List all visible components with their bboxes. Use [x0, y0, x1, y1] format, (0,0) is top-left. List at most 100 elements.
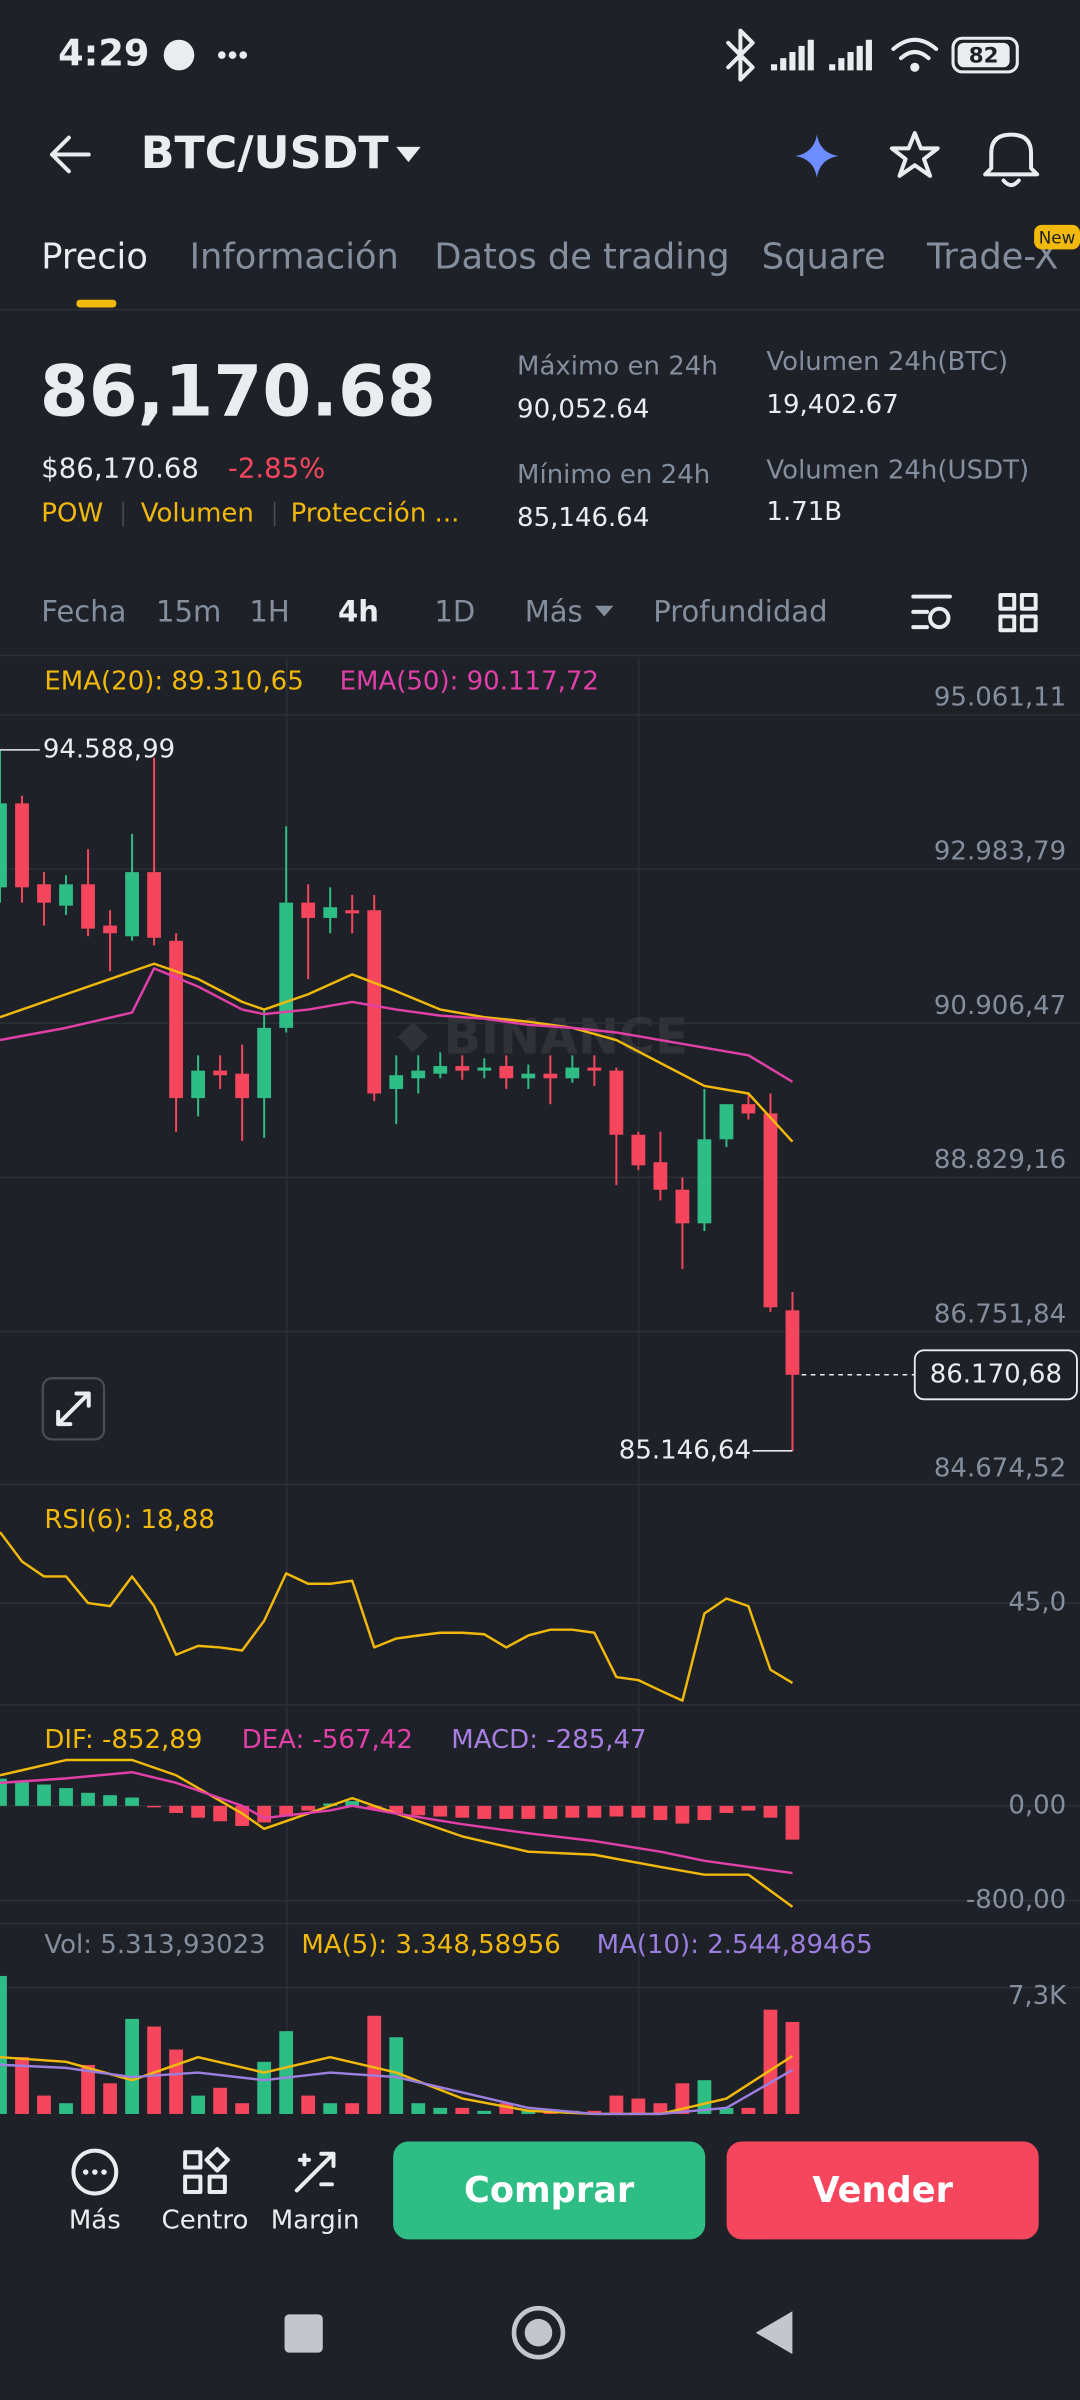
tab[interactable]: Precio: [41, 237, 148, 278]
center-icon[interactable]: [183, 2147, 230, 2194]
tag[interactable]: Protección ...: [291, 498, 460, 528]
indicator-line: [0, 2063, 794, 2116]
bar: [631, 1805, 646, 1818]
candle-body: [653, 1162, 668, 1190]
sell-label[interactable]: Vender: [812, 2170, 953, 2211]
indicator-line: [0, 967, 794, 1083]
tag-separator: [122, 501, 124, 527]
indicator-line: [0, 1531, 794, 1702]
price-panel: 95.061,11 92.983,79 90.906,47 88.829,16 86.7…: [0, 667, 1080, 1484]
bar: [653, 2103, 668, 2114]
bar: [389, 1805, 404, 1813]
more-icon[interactable]: [71, 2148, 119, 2196]
bar: [37, 2095, 51, 2114]
more-dropdown[interactable]: [595, 605, 614, 617]
interval[interactable]: 1D: [434, 594, 475, 628]
candle-body: [103, 925, 117, 934]
nav-back[interactable]: [755, 2311, 793, 2355]
action-label[interactable]: Más: [69, 2206, 121, 2236]
stat-value: 90,052.64: [517, 394, 649, 424]
bar: [345, 1801, 360, 1806]
fullscreen-icon: [56, 1391, 91, 1427]
bar: [169, 2049, 183, 2114]
bar: [103, 1795, 117, 1806]
bar: [697, 1805, 712, 1821]
fiat-price: $86,170.68: [41, 453, 199, 485]
bar: [345, 2103, 360, 2114]
more-icon-dot: [101, 2169, 107, 2175]
action-label[interactable]: Margin: [271, 2206, 360, 2236]
tag[interactable]: Volumen: [141, 498, 254, 528]
tab[interactable]: Datos de trading: [434, 237, 729, 278]
interval[interactable]: Profundidad: [653, 594, 827, 628]
bar: [323, 2103, 338, 2114]
tab-indicator: [76, 299, 117, 308]
bar: [147, 2026, 161, 2114]
pair-title[interactable]: BTC/USDT: [141, 128, 390, 179]
bar: [37, 1784, 51, 1806]
tab[interactable]: Square: [762, 237, 886, 278]
price-change: -2.85%: [228, 453, 325, 485]
buy-label[interactable]: Comprar: [464, 2170, 635, 2211]
candle-body: [697, 1139, 712, 1224]
bar: [675, 2083, 690, 2114]
status-dot: [217, 51, 226, 59]
y-tick-label: 86.751,84: [934, 1299, 1066, 1329]
candle-body: [543, 1073, 558, 1079]
bar: [785, 1805, 800, 1840]
bar: [235, 2103, 250, 2114]
tab[interactable]: Información: [190, 237, 399, 278]
y-tick-label: 84.674,52: [934, 1454, 1066, 1484]
bluetooth-icon: [726, 28, 755, 82]
back-button[interactable]: [50, 135, 91, 174]
favorite-button[interactable]: [889, 131, 940, 178]
signal-icon: [829, 39, 872, 71]
bar: [191, 2095, 206, 2114]
candle-body: [785, 1310, 800, 1375]
legend-entry: EMA(50): 90.117,72: [340, 667, 599, 697]
nav-home[interactable]: [511, 2305, 566, 2360]
indicator-settings[interactable]: [911, 594, 952, 630]
bar: [719, 1805, 734, 1813]
candle-body: [15, 803, 29, 888]
tag[interactable]: POW: [41, 498, 103, 528]
bar: [0, 1975, 7, 2114]
sell-button[interactable]: [726, 2141, 1039, 2240]
nav-home-dot: [524, 2318, 553, 2347]
rsi-panel: 45,0 RSI(6): 18,88: [0, 1505, 1080, 1702]
ai-button[interactable]: [795, 134, 839, 178]
y-tick-label: 7,3K: [1008, 1981, 1067, 2011]
interval[interactable]: Fecha: [41, 594, 126, 628]
bar: [279, 2031, 294, 2114]
stat-value: 19,402.67: [766, 390, 898, 420]
interval-active[interactable]: 4h: [338, 594, 379, 628]
y-tick-label: 88.829,16: [934, 1145, 1066, 1175]
candle-body: [147, 872, 161, 938]
layout-button[interactable]: [998, 593, 1038, 633]
indicator-line: [0, 1758, 794, 1908]
battery-level: [957, 42, 1010, 68]
alert-button[interactable]: [983, 132, 1040, 188]
pair-dropdown[interactable]: [396, 146, 421, 163]
interval[interactable]: Más: [525, 594, 583, 628]
bar: [521, 2110, 536, 2114]
y-tick-label: 45,0: [1008, 1588, 1066, 1618]
buy-button[interactable]: [393, 2141, 706, 2240]
bar: [389, 2037, 404, 2114]
interval[interactable]: 15m: [156, 594, 221, 628]
nav-recents[interactable]: [284, 2314, 323, 2353]
interval[interactable]: 1H: [249, 594, 289, 628]
candle-body: [763, 1113, 778, 1308]
candle-body: [257, 1027, 272, 1099]
stat-label: Volumen 24h(BTC): [766, 347, 1008, 377]
bar: [763, 1805, 778, 1818]
legend-entry: Vol: 5.313,93023: [44, 1930, 265, 1960]
action-label[interactable]: Centro: [162, 2206, 249, 2236]
candle-body: [521, 1073, 536, 1079]
margin-icon[interactable]: [294, 2151, 336, 2193]
candle-body: [389, 1075, 404, 1089]
last-price-label: 86.170,68: [930, 1359, 1062, 1389]
candle-body: [499, 1066, 514, 1079]
bar: [609, 2095, 624, 2114]
